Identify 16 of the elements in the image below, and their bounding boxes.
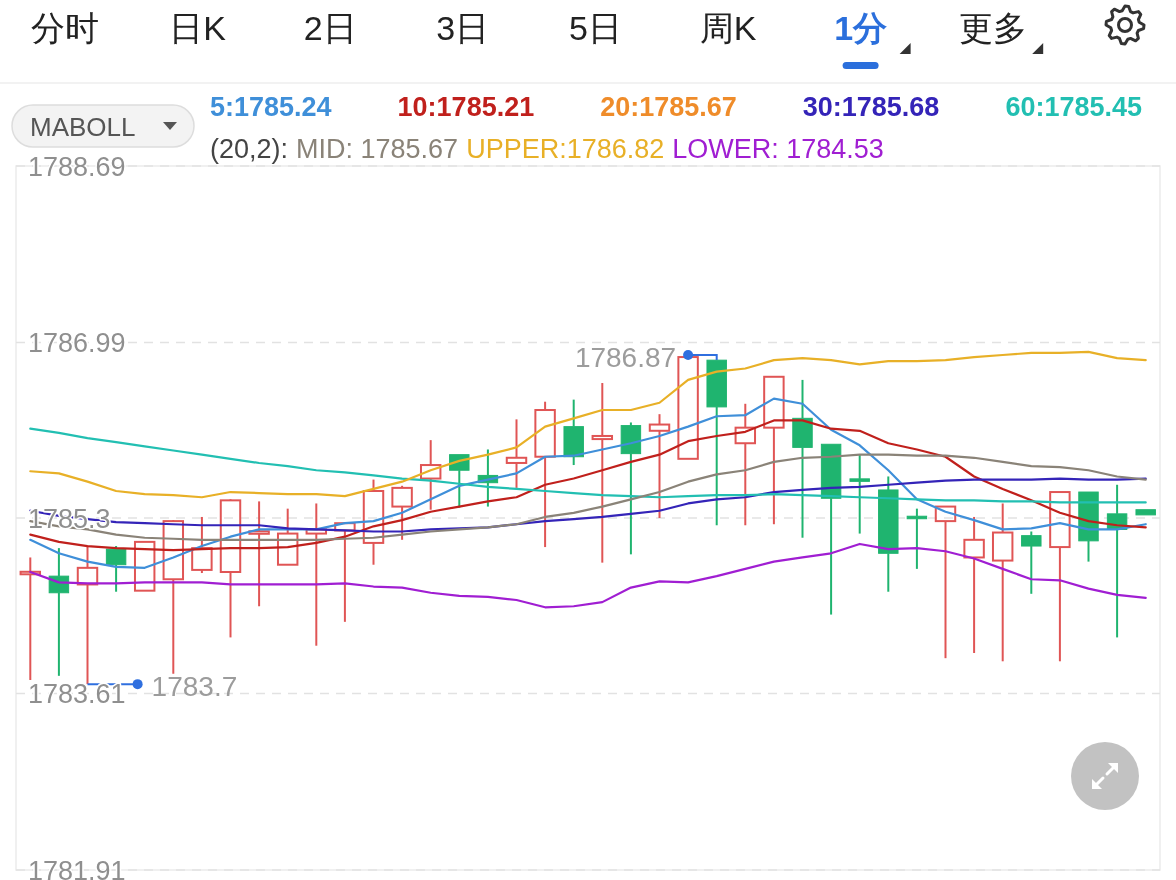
text: 3日 [436,9,490,47]
text: 1分 [834,9,888,47]
legend-title-button: MABOLL [11,104,195,148]
text: 周K [699,9,757,47]
text: 5日 [568,9,622,47]
text: 2日 [303,9,357,47]
annotation: 1783.7 [151,671,238,703]
legend-title: MABOLL [30,112,136,142]
legend-label: 20:1785.67 [600,92,737,122]
y-tick-label: 1786.99 [28,328,126,359]
text: 日K [169,9,227,47]
y-tick-label: 1783.61 [28,679,126,710]
annotation: 1786.87 [574,341,677,373]
y-tick-label: 1781.91 [28,855,126,880]
text: 分时 [31,9,99,47]
text: 更多 [959,9,1028,47]
